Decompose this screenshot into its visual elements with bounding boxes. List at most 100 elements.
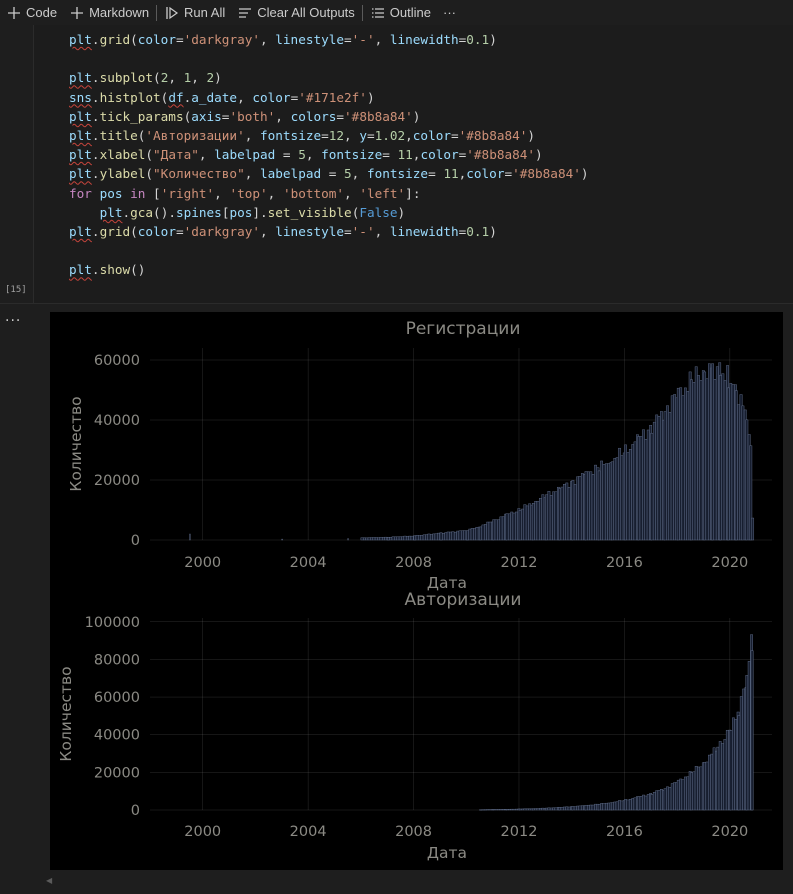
toolbar-separator bbox=[156, 4, 158, 21]
y-tick-label: 40000 bbox=[94, 728, 140, 744]
clear-all-outputs-label: Clear All Outputs bbox=[257, 5, 355, 20]
histogram-bar bbox=[567, 806, 571, 811]
histogram-bar bbox=[737, 715, 741, 811]
histogram-bar bbox=[413, 535, 417, 541]
histogram-bar bbox=[521, 508, 524, 541]
histogram-bar bbox=[481, 809, 485, 811]
histogram-bar bbox=[510, 808, 514, 811]
histogram-bar bbox=[670, 783, 674, 811]
histogram-bar bbox=[479, 526, 483, 541]
output-figure: 2000 2004 2008 2012 2016 2020 0 20000 40000 60000… bbox=[50, 312, 783, 870]
histogram-bar bbox=[381, 537, 385, 541]
y-tick-label: 20000 bbox=[94, 765, 140, 781]
run-all-button[interactable]: Run All bbox=[158, 0, 231, 25]
charts-svg: 2000 2004 2008 2012 2016 20200200004000060000… bbox=[57, 319, 772, 862]
clear-all-outputs-button[interactable]: Clear All Outputs bbox=[231, 0, 361, 25]
histogram-bar bbox=[646, 429, 650, 541]
histogram-bar bbox=[739, 696, 743, 811]
histogram-bar bbox=[600, 803, 603, 811]
histogram-bar bbox=[281, 538, 283, 541]
histogram-bar bbox=[699, 380, 703, 541]
histogram-bar bbox=[611, 461, 614, 541]
histogram-bar bbox=[571, 480, 575, 541]
histogram-bar bbox=[652, 421, 656, 541]
histogram-bar bbox=[475, 527, 479, 541]
histogram-bar bbox=[626, 452, 630, 541]
histogram-bar bbox=[410, 535, 414, 541]
histogram-bar bbox=[466, 530, 469, 541]
histogram-bar bbox=[626, 799, 630, 811]
histogram-bar bbox=[573, 484, 577, 541]
histogram-bar bbox=[690, 379, 693, 541]
histogram-bar bbox=[534, 808, 538, 811]
histogram-bar bbox=[715, 366, 719, 541]
x-tick-label: 2004 bbox=[290, 555, 327, 571]
histogram-bar bbox=[505, 809, 509, 811]
y-tick-label: 60000 bbox=[94, 690, 140, 706]
histogram-bar bbox=[594, 803, 597, 811]
histogram-bar bbox=[525, 808, 529, 811]
histogram-bar bbox=[528, 808, 532, 811]
histogram-bar bbox=[549, 807, 553, 811]
histogram-bar bbox=[510, 511, 514, 541]
toolbar-separator bbox=[361, 4, 363, 21]
histogram-bar bbox=[567, 487, 571, 541]
histogram-bar bbox=[528, 503, 532, 541]
histogram-bar bbox=[670, 395, 674, 541]
histogram-bar bbox=[607, 802, 611, 811]
histogram-bar bbox=[499, 809, 503, 811]
y-tick-label: 40000 bbox=[94, 413, 140, 429]
histogram-bar bbox=[628, 799, 632, 811]
histogram-bar bbox=[492, 809, 496, 811]
histogram-bar bbox=[745, 419, 749, 541]
histogram-bar bbox=[631, 444, 635, 541]
histogram-bar bbox=[486, 521, 490, 541]
histogram-bar bbox=[655, 414, 659, 541]
outline-button[interactable]: Outline bbox=[364, 0, 437, 25]
histogram-bar bbox=[494, 809, 498, 811]
histogram-bar bbox=[531, 503, 535, 541]
y-tick-label: 80000 bbox=[94, 652, 140, 668]
y-tick-label: 20000 bbox=[94, 473, 140, 489]
add-code-button[interactable]: Code bbox=[0, 0, 63, 25]
histogram-bar bbox=[576, 805, 580, 811]
histogram-bar bbox=[541, 807, 545, 811]
histogram-bar bbox=[719, 375, 722, 541]
histogram-bar bbox=[644, 439, 648, 541]
histogram-bar bbox=[405, 536, 409, 541]
histogram-bar bbox=[750, 650, 754, 811]
histogram-bar bbox=[387, 537, 390, 541]
histogram-bar bbox=[427, 533, 431, 541]
histogram-bar bbox=[576, 476, 580, 541]
x-tick-label: 2016 bbox=[606, 555, 643, 571]
chart-title: Авторизации bbox=[405, 590, 522, 610]
histogram-bar bbox=[631, 798, 635, 811]
histogram-bar bbox=[587, 804, 590, 811]
x-tick-label: 2000 bbox=[184, 824, 221, 840]
histogram-bar bbox=[676, 387, 680, 541]
x-axis-label: Дата bbox=[427, 844, 467, 862]
histogram-bar bbox=[639, 436, 643, 541]
histogram-bar bbox=[552, 491, 556, 541]
cell-editor[interactable] bbox=[33, 25, 793, 303]
histogram-bar bbox=[589, 804, 593, 811]
histogram-bar bbox=[655, 790, 659, 811]
code-line: sns.histplot(df.a_date, color='#171e2f') bbox=[69, 89, 375, 105]
code-line: plt.xlabel("Дата", labelpad = 5, fontsiz… bbox=[69, 147, 543, 163]
code-line: plt.grid(color='darkgray', linestyle='-'… bbox=[69, 32, 497, 47]
histogram-bar bbox=[463, 530, 467, 541]
histogram-bar bbox=[367, 537, 371, 541]
histogram-bar bbox=[379, 537, 383, 541]
output-more-icon[interactable]: ... bbox=[5, 309, 22, 325]
histogram-bar bbox=[723, 739, 727, 811]
x-axis-label: Дата bbox=[427, 574, 467, 592]
histogram-bar bbox=[639, 796, 643, 811]
add-markdown-button[interactable]: Markdown bbox=[63, 0, 155, 25]
more-actions-button[interactable]: ··· bbox=[437, 0, 462, 25]
histogram-bar bbox=[705, 378, 709, 541]
histogram-bar bbox=[618, 447, 621, 541]
histogram-bar bbox=[615, 801, 619, 811]
code-line: plt.ylabel("Количество", labelpad = 5, f… bbox=[69, 166, 589, 182]
histogram-bar bbox=[515, 511, 518, 541]
scroll-left-arrow[interactable]: ◀ bbox=[46, 876, 53, 885]
